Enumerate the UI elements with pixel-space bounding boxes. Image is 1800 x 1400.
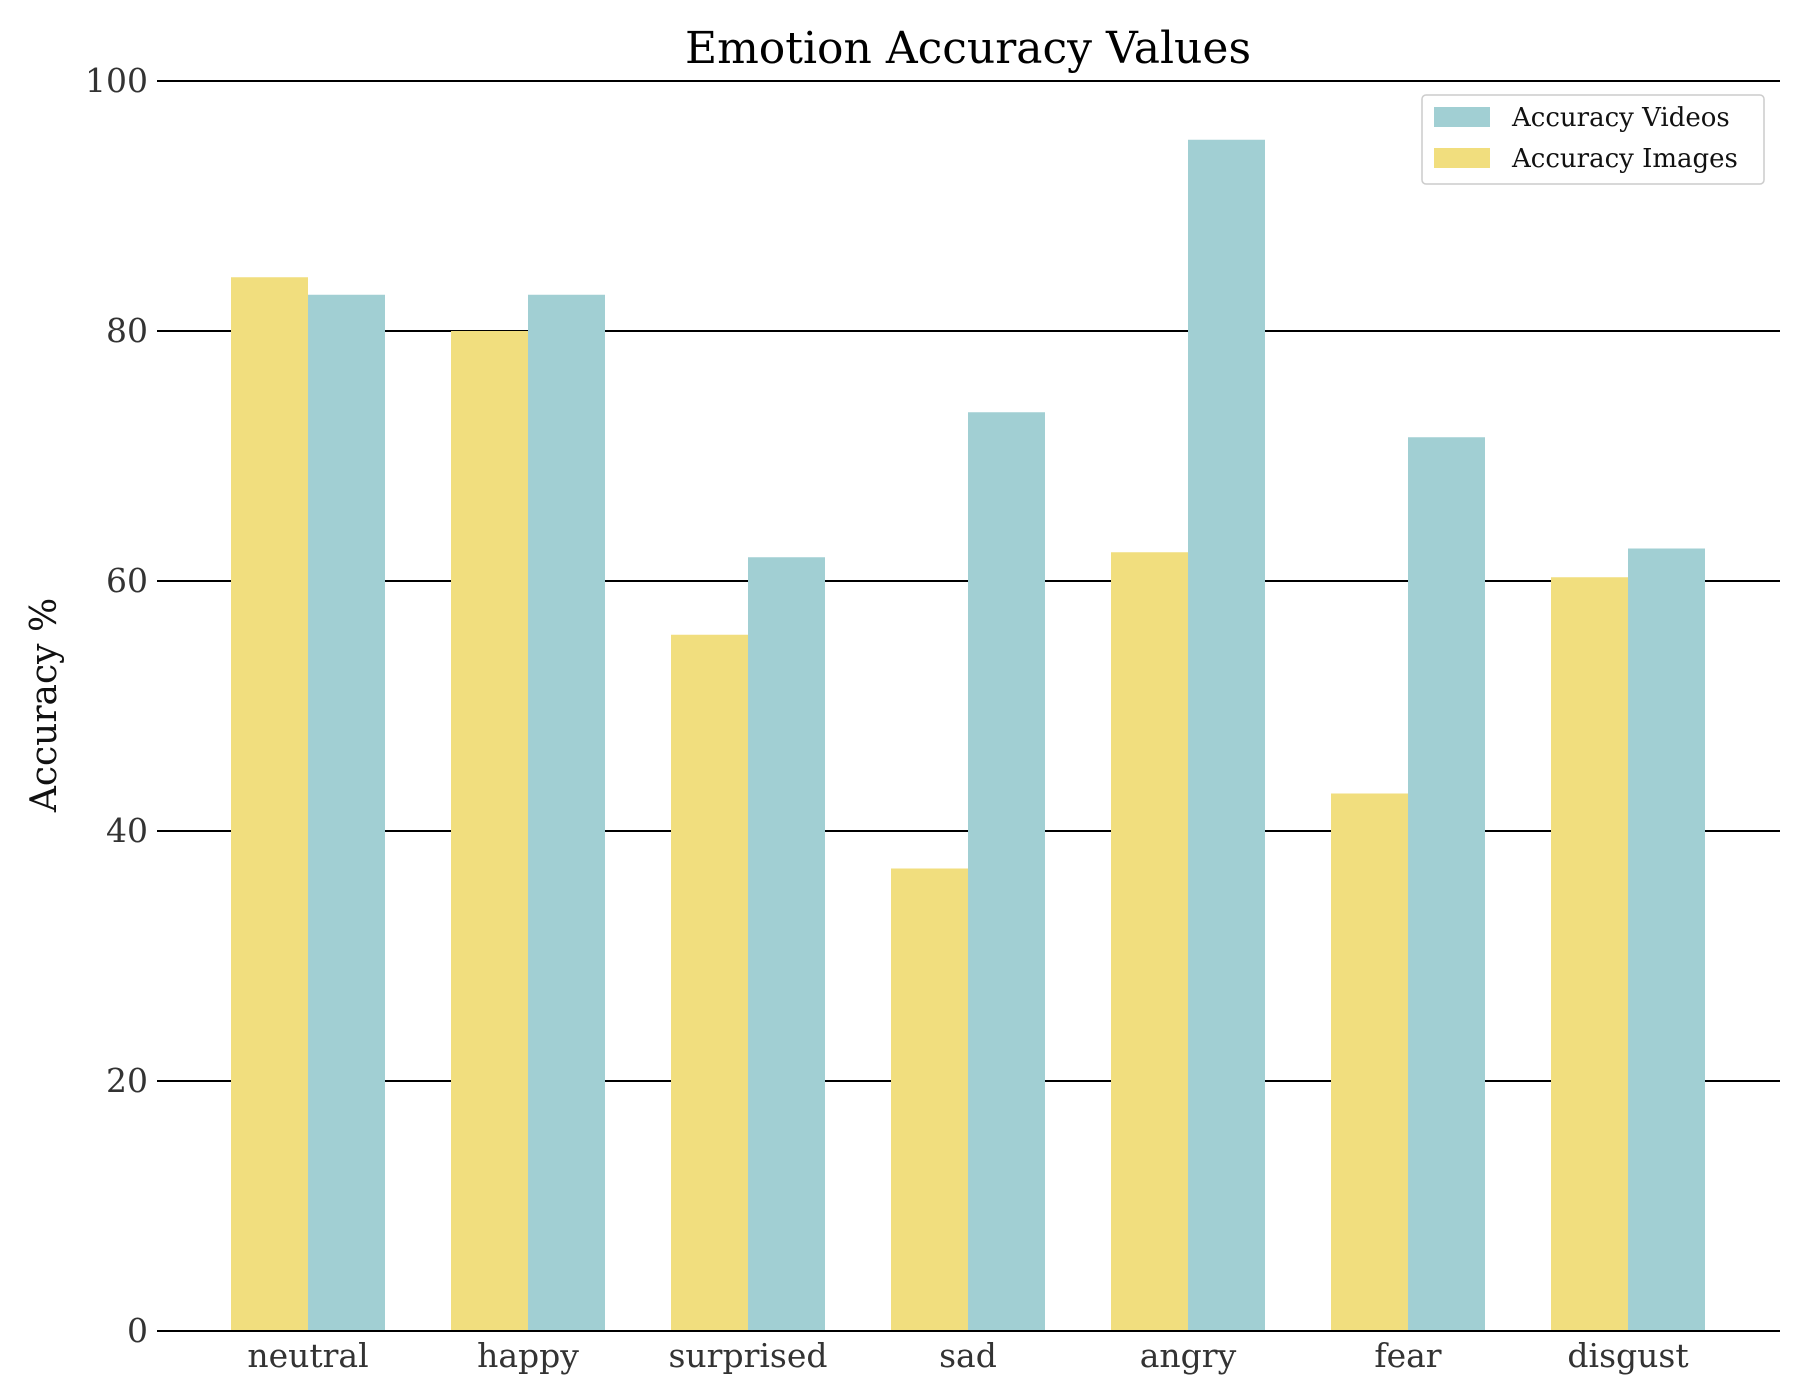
x-tick-label-fear: fear [1374,1336,1441,1375]
x-tick-label-sad: sad [939,1336,997,1375]
legend-label-accuracy-videos: Accuracy Videos [1511,103,1730,133]
bar-accuracy-videos-fear [1408,437,1485,1331]
bars [231,139,1705,1331]
bar-accuracy-images-sad [891,868,968,1331]
bar-accuracy-images-angry [1111,552,1188,1331]
legend-swatch-accuracy-videos [1434,107,1490,127]
bar-accuracy-videos-sad [968,412,1045,1331]
y-tick-label: 40 [106,811,148,850]
bar-accuracy-images-happy [451,331,528,1331]
y-tick-label: 20 [106,1061,148,1100]
y-axis-label: Accuracy % [24,598,65,813]
bar-accuracy-videos-surprised [748,557,825,1331]
x-axis-ticks: neutral happy surprised sad angry fear disgust [247,1336,1688,1375]
x-tick-label-disgust: disgust [1567,1336,1688,1375]
legend-frame [1421,94,1765,185]
legend-swatch-accuracy-images [1434,148,1490,168]
y-tick-label: 100 [85,61,148,100]
bar-accuracy-videos-disgust [1628,548,1705,1331]
y-tick-label: 80 [106,311,148,350]
y-tick-label: 0 [127,1311,148,1350]
y-tick-label: 60 [106,561,148,600]
x-tick-label-angry: angry [1140,1336,1237,1375]
chart-title: Emotion Accuracy Values [685,23,1251,74]
bar-accuracy-videos-happy [528,294,605,1331]
bar-accuracy-videos-neutral [308,294,385,1331]
bar-accuracy-images-surprised [671,634,748,1331]
x-tick-label-surprised: surprised [668,1336,827,1375]
x-tick-label-happy: happy [477,1336,579,1375]
legend-label-accuracy-images: Accuracy Images [1511,144,1738,174]
x-tick-label-neutral: neutral [247,1336,368,1375]
bar-accuracy-images-neutral [231,277,308,1331]
bar-accuracy-images-disgust [1551,577,1628,1331]
bar-accuracy-images-fear [1331,793,1408,1331]
y-axis-ticks: 0 20 40 60 80 100 [85,61,148,1350]
legend: Accuracy Videos Accuracy Images [1421,94,1765,185]
bar-accuracy-videos-angry [1188,139,1265,1331]
